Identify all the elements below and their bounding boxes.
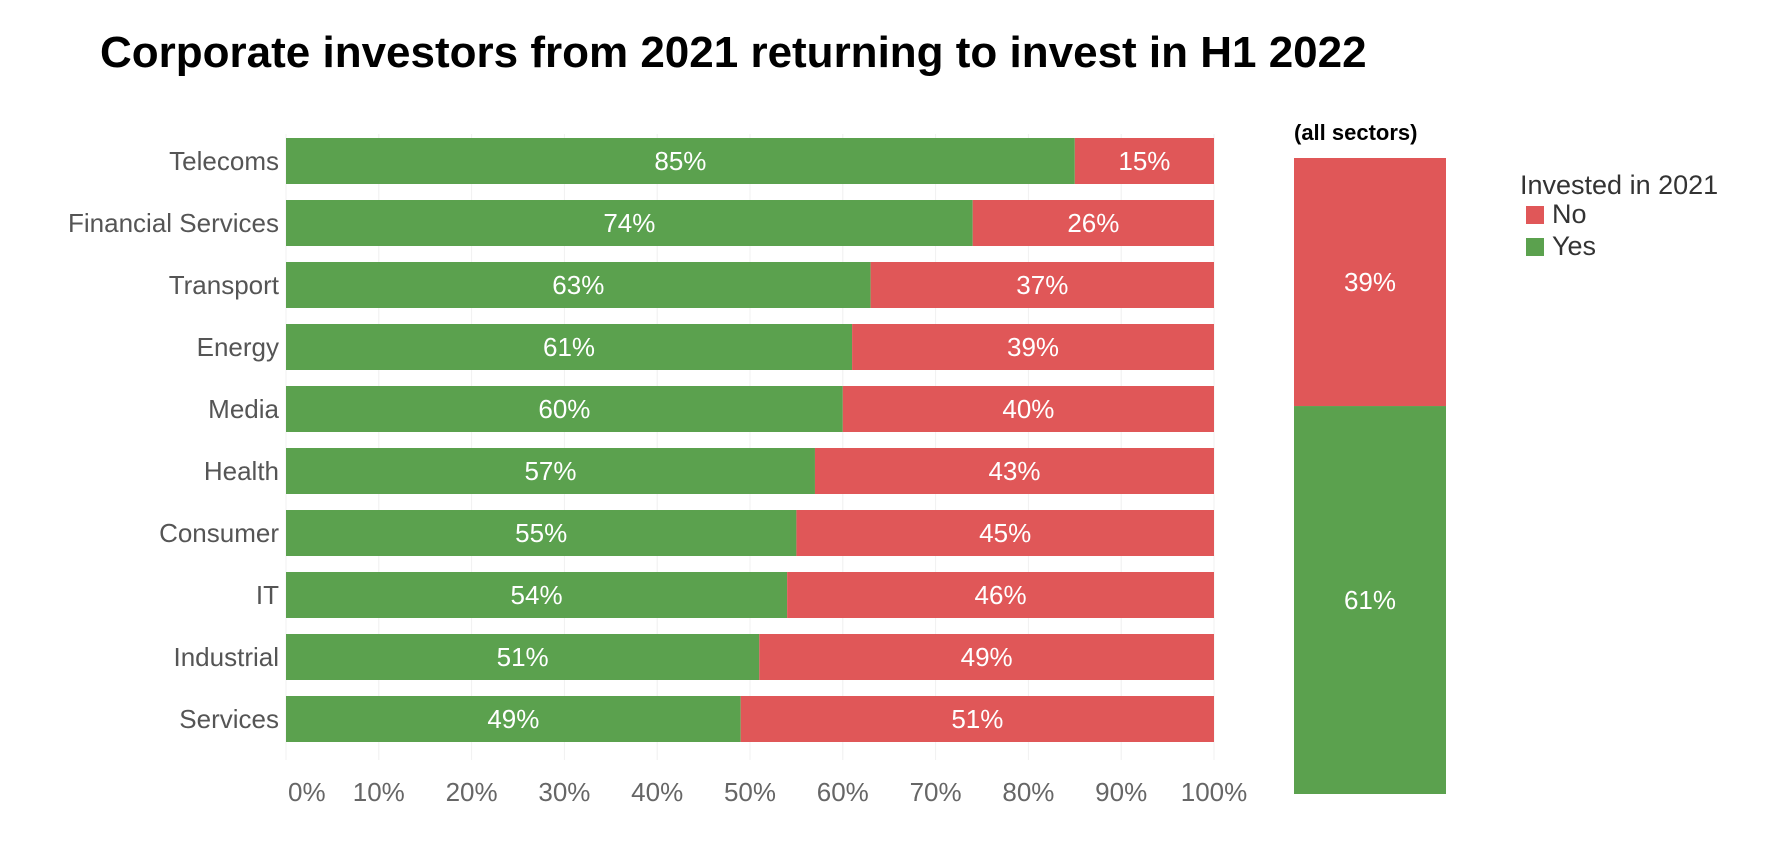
x-tick-label: 100% (1181, 777, 1248, 807)
bar-no (842, 386, 1214, 432)
bar-yes (286, 634, 760, 680)
bar-no (787, 572, 1214, 618)
category-label: Financial Services (68, 208, 279, 238)
data-label: 39% (1007, 332, 1059, 362)
summary-data-label: 61% (1344, 585, 1396, 615)
data-label: 55% (515, 518, 567, 548)
data-label: 60% (538, 394, 590, 424)
x-tick-label: 10% (353, 777, 405, 807)
x-tick-label: 40% (631, 777, 683, 807)
x-tick-label: 90% (1095, 777, 1147, 807)
x-tick-label: 70% (910, 777, 962, 807)
bar-no (759, 634, 1214, 680)
legend-swatch (1526, 238, 1544, 256)
data-label: 43% (988, 456, 1040, 486)
category-label: Energy (197, 332, 279, 362)
x-tick-label: 0% (288, 777, 326, 807)
data-label: 40% (1002, 394, 1054, 424)
data-label: 26% (1067, 208, 1119, 238)
data-label: 15% (1118, 146, 1170, 176)
x-tick-label: 20% (446, 777, 498, 807)
bar-yes (286, 138, 1075, 184)
bar-yes (286, 510, 797, 556)
x-tick-label: 50% (724, 777, 776, 807)
data-label: 37% (1016, 270, 1068, 300)
data-label: 85% (654, 146, 706, 176)
data-label: 51% (951, 704, 1003, 734)
bar-no (740, 696, 1214, 742)
category-label: Health (204, 456, 279, 486)
category-label: Media (208, 394, 279, 424)
data-label: 63% (552, 270, 604, 300)
legend-item-label: No (1552, 199, 1587, 229)
bar-yes (286, 696, 741, 742)
category-label: Consumer (159, 518, 279, 548)
data-label: 45% (979, 518, 1031, 548)
data-label: 74% (603, 208, 655, 238)
summary-title: (all sectors) (1294, 120, 1418, 145)
bar-yes (286, 262, 871, 308)
summary-data-label: 39% (1344, 267, 1396, 297)
category-label: Services (179, 704, 279, 734)
legend-item-label: Yes (1552, 231, 1596, 261)
bar-no (852, 324, 1214, 370)
bar-yes (286, 572, 788, 618)
bar-yes (286, 448, 815, 494)
bar-yes (286, 324, 853, 370)
data-label: 54% (511, 580, 563, 610)
summary-bar-no (1294, 158, 1446, 407)
bar-yes (286, 386, 843, 432)
bar-no (814, 448, 1214, 494)
bar-yes (286, 200, 973, 246)
bar-no (796, 510, 1214, 556)
bar-no (1074, 138, 1214, 184)
data-label: 46% (975, 580, 1027, 610)
data-label: 51% (497, 642, 549, 672)
bar-no (870, 262, 1214, 308)
summary-bar-chart: (all sectors) 61% 39% (1294, 120, 1446, 794)
x-tick-label: 80% (1002, 777, 1054, 807)
x-tick-label: 60% (817, 777, 869, 807)
category-label: IT (256, 580, 279, 610)
data-label: 49% (961, 642, 1013, 672)
legend-title: Invested in 2021 (1520, 170, 1718, 200)
category-label: Industrial (174, 642, 280, 672)
data-label: 57% (524, 456, 576, 486)
chart-title: Corporate investors from 2021 returning … (100, 28, 1367, 77)
data-label: 61% (543, 332, 595, 362)
main-bar-chart: Telecoms 85% 15% Financial Services 74% 26% Tr… (68, 138, 1214, 742)
summary-bar-yes (1294, 406, 1446, 794)
legend-swatch (1526, 206, 1544, 224)
category-label: Transport (169, 270, 280, 300)
bar-no (972, 200, 1214, 246)
category-label: Telecoms (169, 146, 279, 176)
data-label: 49% (487, 704, 539, 734)
x-tick-label: 30% (538, 777, 590, 807)
